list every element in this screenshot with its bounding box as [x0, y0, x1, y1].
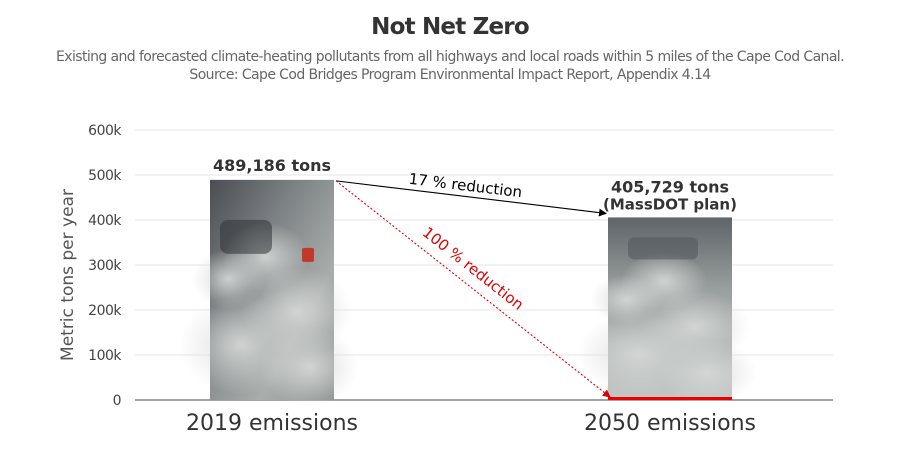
y-tick-label: 400k: [88, 213, 122, 229]
car-window: [220, 219, 272, 254]
y-tick-label: 0: [113, 393, 121, 409]
smoke-puff: [657, 339, 757, 406]
tail-light: [302, 247, 314, 262]
y-tick-label: 600k: [88, 123, 122, 139]
annotation-label: 100 % reduction: [419, 223, 527, 314]
y-tick-label: 300k: [88, 258, 122, 274]
annotation-arrow: [335, 180, 611, 398]
smoke-puff: [589, 274, 664, 325]
y-axis-label: Metric tons per year: [58, 189, 78, 361]
y-tick-label: 200k: [88, 303, 122, 319]
x-category-label: 2050 emissions: [584, 411, 756, 436]
car-window: [628, 237, 698, 260]
annotation-arrow: [335, 180, 607, 217]
smoke-puff: [191, 249, 266, 309]
chart-subtitle: Existing and forecasted climate-heating …: [56, 49, 844, 65]
y-tick-label: 500k: [88, 168, 122, 184]
data-label: (MassDOT plan): [603, 195, 737, 213]
smoke-puff: [259, 327, 359, 407]
bar-group: [577, 217, 757, 406]
x-category-label: 2019 emissions: [186, 411, 358, 436]
chart-source: Source: Cape Cod Bridges Program Environ…: [189, 67, 711, 83]
data-label: 489,186 tons: [213, 156, 331, 175]
chart-title: Not Net Zero: [371, 14, 530, 40]
bar-group: [179, 179, 359, 407]
data-label: 405,729 tons: [611, 177, 729, 196]
y-tick-label: 100k: [88, 348, 122, 364]
